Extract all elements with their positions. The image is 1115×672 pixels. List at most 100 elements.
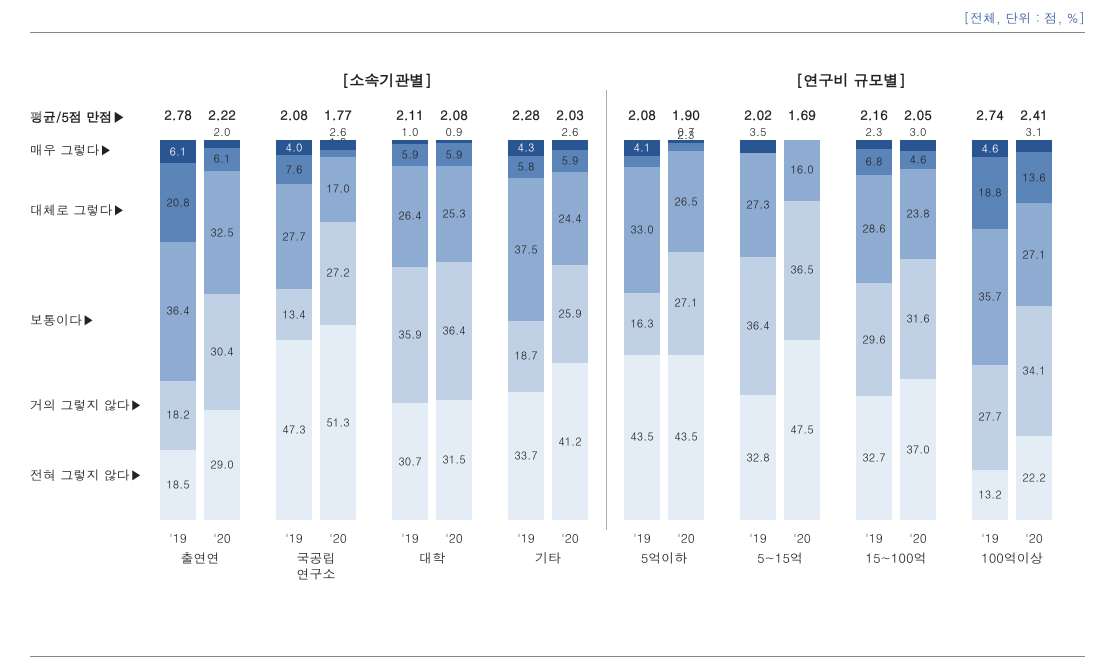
segment-label: 37.0 xyxy=(900,442,936,457)
bar: 37.031.623.84.63.0 xyxy=(900,140,936,520)
segment-label: 6.8 xyxy=(856,154,892,169)
avg-value: 2.05 xyxy=(900,105,936,124)
segment-label: 35.9 xyxy=(392,327,428,342)
bar-segment: 16.0 xyxy=(784,140,820,201)
segment-label: 13.2 xyxy=(972,487,1008,502)
bar-segment: 36.4 xyxy=(160,242,196,380)
segment-label: 41.2 xyxy=(552,434,588,449)
bar-segment: 27.1 xyxy=(1016,203,1052,306)
avg-legend: 평균/5점 만점▶ xyxy=(30,107,150,126)
year-label: '19 xyxy=(856,530,892,547)
year-label: '19 xyxy=(624,530,660,547)
avg-value: 1.77 xyxy=(320,105,356,124)
bar-segment: 30.4 xyxy=(204,294,240,410)
bar: 31.536.425.35.90.9 xyxy=(436,140,472,520)
year-label: '19 xyxy=(392,530,428,547)
bar-segment: 6.1 xyxy=(204,148,240,171)
segment-label: 4.6 xyxy=(972,141,1008,156)
bar-segment: 23.8 xyxy=(900,169,936,259)
avg-value: 2.08 xyxy=(276,105,312,124)
segment-label: 43.5 xyxy=(624,430,660,445)
bar-segment: 24.4 xyxy=(552,172,588,265)
bar-segment: 25.3 xyxy=(436,166,472,262)
group-label: 100억이상 xyxy=(972,550,1052,566)
bar: 43.527.126.52.30.7 xyxy=(668,140,704,520)
bar-segment: 4.6 xyxy=(972,140,1008,157)
bar-segment: 32.8 xyxy=(740,395,776,520)
year-label: '20 xyxy=(784,530,820,547)
year-label: '20 xyxy=(552,530,588,547)
bottom-rule xyxy=(30,656,1085,657)
segment-label: 29.6 xyxy=(856,332,892,347)
segment-label: 25.3 xyxy=(436,206,472,221)
segment-label: 25.9 xyxy=(552,307,588,322)
bar-segment: 27.2 xyxy=(320,222,356,325)
bar-segment: 13.6 xyxy=(1016,152,1052,204)
chart-area: [소속기관별] [연구비 규모별] 평균/5점 만점▶ 매우 그렇다▶대체로 그… xyxy=(30,70,1085,612)
top-rule xyxy=(30,32,1085,33)
segment-label: 29.0 xyxy=(204,457,240,472)
bar-segment: 5.9 xyxy=(436,143,472,165)
group-label: 국공립 연구소 xyxy=(276,550,356,581)
avg-value: 1.69 xyxy=(784,105,820,124)
group-label: 대학 xyxy=(392,550,472,566)
avg-value: 2.11 xyxy=(392,105,428,124)
segment-label: 30.7 xyxy=(392,454,428,469)
bar: 30.735.926.45.91.0 xyxy=(392,140,428,520)
group-label: 출연연 xyxy=(160,550,240,566)
bar-segment: 28.6 xyxy=(856,175,892,284)
bar-segment: 2.6 xyxy=(552,140,588,150)
bar-segment: 6.1 xyxy=(160,140,196,163)
legend-column: 평균/5점 만점▶ 매우 그렇다▶대체로 그렇다▶보통이다▶거의 그렇지 않다▶… xyxy=(30,70,150,612)
bar-segment: 18.5 xyxy=(160,450,196,520)
bar-segment: 27.3 xyxy=(740,153,776,257)
bar-segment: 27.1 xyxy=(668,252,704,355)
bar-segment: 29.6 xyxy=(856,283,892,395)
segment-label: 27.7 xyxy=(972,410,1008,425)
bar-segment: 20.8 xyxy=(160,163,196,242)
bar-segment: 36.4 xyxy=(436,262,472,400)
segment-label: 24.4 xyxy=(552,211,588,226)
bar: 47.313.427.77.64.0 xyxy=(276,140,312,520)
bar-segment: 31.6 xyxy=(900,259,936,379)
year-label: '19 xyxy=(508,530,544,547)
year-label: '19 xyxy=(972,530,1008,547)
segment-label: 4.0 xyxy=(276,140,312,155)
bar-segment: 33.7 xyxy=(508,392,544,520)
bar-segment: 4.3 xyxy=(508,140,544,156)
segment-label: 51.3 xyxy=(320,415,356,430)
legend-item: 매우 그렇다▶ xyxy=(30,140,150,159)
group-label: 5억이하 xyxy=(624,550,704,566)
segment-label: 13.4 xyxy=(276,307,312,322)
bar-segment: 27.7 xyxy=(276,184,312,289)
bar-segment: 33.0 xyxy=(624,167,660,292)
bar: 32.836.427.33.5 xyxy=(740,140,776,520)
segment-label: 47.3 xyxy=(276,423,312,438)
segment-label: 6.1 xyxy=(204,152,240,167)
segment-label: 16.3 xyxy=(624,316,660,331)
year-label: '20 xyxy=(1016,530,1052,547)
section-divider xyxy=(606,90,607,530)
segment-label: 20.8 xyxy=(160,195,196,210)
segment-label: 16.0 xyxy=(784,163,820,178)
segment-label: 18.7 xyxy=(508,349,544,364)
segment-label: 27.3 xyxy=(740,198,776,213)
segment-label: 34.1 xyxy=(1016,364,1052,379)
segment-label: 13.6 xyxy=(1016,170,1052,185)
bar-segment: 3.1 xyxy=(624,156,660,168)
bar-segment: 26.5 xyxy=(668,151,704,252)
bars-container: 18.518.236.420.86.129.030.432.56.12.047.… xyxy=(160,140,1085,520)
bar-segment: 18.8 xyxy=(972,157,1008,228)
year-label: '20 xyxy=(320,530,356,547)
bar-segment: 5.9 xyxy=(392,144,428,166)
segment-label: 18.8 xyxy=(972,186,1008,201)
bar-segment: 17.0 xyxy=(320,157,356,222)
bar-segment: 47.5 xyxy=(784,340,820,521)
segment-label: 23.8 xyxy=(900,207,936,222)
segment-label: 26.4 xyxy=(392,209,428,224)
segment-label: 36.4 xyxy=(436,324,472,339)
segment-label: 17.0 xyxy=(320,182,356,197)
legend-item: 보통이다▶ xyxy=(30,310,150,329)
segment-label: 32.5 xyxy=(204,225,240,240)
bar-segment: 36.5 xyxy=(784,201,820,340)
